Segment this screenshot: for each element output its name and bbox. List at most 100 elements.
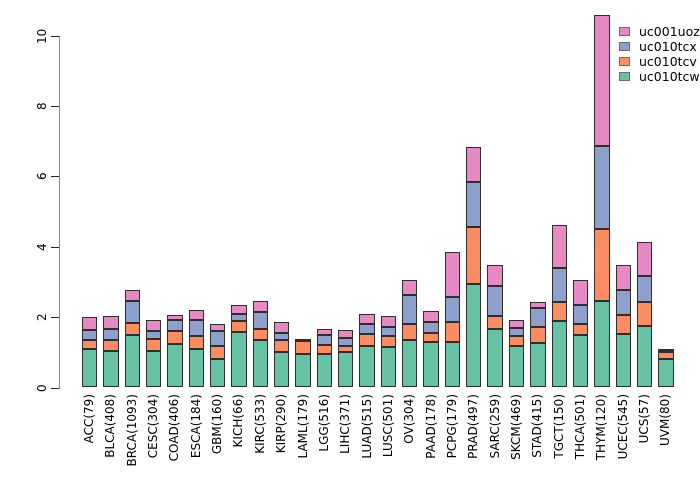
bar-segment-uc010tcw bbox=[487, 328, 503, 388]
bar-segment-uc010tcx bbox=[188, 319, 204, 337]
x-axis-label: CESC(304) bbox=[146, 394, 161, 459]
y-axis-tick-label: 4 bbox=[35, 242, 49, 251]
bar-segment-uc001uoz bbox=[103, 316, 119, 330]
bar-segment-uc010tcv bbox=[316, 344, 333, 354]
x-axis-label: KICH(66) bbox=[231, 394, 246, 448]
bar-segment-uc010tcv bbox=[466, 227, 482, 284]
bar-segment-uc001uoz bbox=[231, 304, 247, 314]
bar-segment-uc010tcx bbox=[466, 181, 482, 228]
bar-segment-uc001uoz bbox=[551, 224, 567, 269]
legend-item: uc001uoz bbox=[619, 24, 700, 39]
bar-segment-uc001uoz bbox=[209, 324, 226, 332]
legend-item: uc010tcw bbox=[619, 69, 700, 84]
legend-swatch-icon bbox=[619, 72, 630, 81]
bar-segment-uc010tcx bbox=[359, 323, 375, 334]
legend: uc001uoz uc010tcx uc010tcv uc010tcw bbox=[619, 24, 700, 84]
bar-segment-uc010tcw bbox=[167, 343, 183, 388]
bar-segment-uc001uoz bbox=[444, 252, 461, 298]
bar-segment-uc010tcx bbox=[487, 286, 503, 317]
bar-segment-uc001uoz bbox=[252, 300, 268, 313]
x-axis-label: LUSC(501) bbox=[380, 394, 395, 458]
bar-segment-uc010tcx bbox=[508, 328, 525, 337]
bar-segment-uc001uoz bbox=[145, 319, 162, 332]
x-axis-label: UVM(80) bbox=[658, 394, 673, 446]
bar-segment-uc010tcv bbox=[636, 302, 653, 326]
bar-segment-uc010tcx bbox=[594, 146, 610, 230]
bar-segment-uc010tcv bbox=[380, 336, 397, 347]
legend-swatch-icon bbox=[619, 27, 630, 36]
x-axis-label: OV(304) bbox=[402, 394, 417, 444]
y-axis-tick bbox=[51, 317, 59, 319]
bar-segment-uc010tcx bbox=[530, 307, 546, 328]
bar-segment-uc010tcv bbox=[188, 336, 204, 349]
bar-segment-uc001uoz bbox=[295, 338, 311, 341]
bar-segment-uc001uoz bbox=[167, 314, 183, 320]
bar-segment-uc010tcx bbox=[444, 297, 461, 323]
bar-segment-uc001uoz bbox=[359, 313, 375, 324]
bar-segment-uc001uoz bbox=[273, 322, 290, 333]
bar-segment-uc010tcv bbox=[444, 322, 461, 343]
bar-segment-uc001uoz bbox=[466, 147, 482, 182]
bar-segment-uc010tcv bbox=[551, 301, 567, 321]
bar-segment-uc010tcx bbox=[551, 268, 567, 302]
x-axis-label: LIHC(371) bbox=[338, 394, 353, 454]
bar-segment-uc010tcw bbox=[273, 352, 290, 388]
bar-segment-uc010tcv bbox=[103, 340, 119, 352]
bar-segment-uc010tcv bbox=[359, 333, 375, 347]
x-axis-label: COAD(406) bbox=[167, 394, 182, 462]
legend-label: uc001uoz bbox=[639, 24, 700, 39]
bar-segment-uc010tcv bbox=[81, 339, 98, 349]
bar-segment-uc010tcx bbox=[145, 331, 162, 339]
bar-segment-uc001uoz bbox=[530, 301, 546, 308]
bar-segment-uc010tcw bbox=[295, 354, 311, 388]
bar-segment-uc010tcv bbox=[231, 320, 247, 332]
bar-segment-uc010tcv bbox=[167, 331, 183, 344]
bar-segment-uc010tcw bbox=[444, 342, 461, 388]
bar-segment-uc001uoz bbox=[338, 330, 354, 338]
y-axis-tick-label: 0 bbox=[35, 383, 49, 392]
bar-segment-uc010tcx bbox=[423, 322, 439, 333]
x-axis-label: PCPG(179) bbox=[444, 394, 459, 459]
bar-segment-uc010tcx bbox=[81, 330, 98, 340]
bar-segment-uc010tcv bbox=[530, 327, 546, 343]
bar-segment-uc001uoz bbox=[380, 315, 397, 327]
bar-segment-uc010tcv bbox=[273, 340, 290, 353]
bar-segment-uc010tcw bbox=[338, 352, 354, 388]
x-axis-label: ACC(79) bbox=[82, 394, 96, 444]
x-axis-label: LGG(516) bbox=[316, 394, 331, 452]
bar-segment-uc001uoz bbox=[188, 309, 204, 320]
bar-segment-uc001uoz bbox=[423, 310, 439, 323]
bar-segment-uc010tcw bbox=[423, 341, 439, 388]
x-axis-label: LUAD(515) bbox=[359, 394, 374, 459]
x-axis-label: TGCT(150) bbox=[551, 394, 566, 459]
bar-segment-uc010tcx bbox=[615, 289, 631, 315]
bar-segment-uc010tcx bbox=[252, 312, 268, 330]
bar-segment-uc010tcw bbox=[636, 325, 653, 388]
bar-segment-uc010tcw bbox=[508, 345, 525, 388]
bar-segment-uc010tcv bbox=[338, 346, 354, 353]
bar-segment-uc010tcw bbox=[380, 347, 397, 388]
x-axis-label: THCA(501) bbox=[573, 394, 588, 460]
bar-segment-uc010tcv bbox=[594, 229, 610, 302]
bar-segment-uc001uoz bbox=[124, 290, 140, 301]
bar-segment-uc010tcv bbox=[658, 351, 674, 359]
x-axis-label: KIRC(533) bbox=[252, 394, 267, 454]
x-axis-label: UCEC(545) bbox=[615, 394, 630, 460]
bar-segment-uc010tcx bbox=[338, 337, 354, 347]
bar-segment-uc001uoz bbox=[316, 329, 333, 336]
bar-segment-uc010tcw bbox=[316, 353, 333, 388]
x-axis-label: BLCA(408) bbox=[103, 394, 118, 458]
bar-segment-uc010tcw bbox=[359, 346, 375, 388]
bar-segment-uc010tcw bbox=[103, 351, 119, 388]
bar-segment-uc010tcv bbox=[508, 336, 525, 346]
bar-segment-uc010tcv bbox=[423, 332, 439, 342]
bar-segment-uc010tcx bbox=[209, 331, 226, 347]
bar-segment-uc010tcw bbox=[402, 339, 418, 388]
x-axis-label: STAD(415) bbox=[530, 394, 545, 458]
bar-segment-uc010tcv bbox=[572, 324, 589, 336]
bar-segment-uc010tcw bbox=[188, 348, 204, 388]
bar-segment-uc010tcx bbox=[380, 326, 397, 337]
legend-swatch-icon bbox=[619, 42, 630, 51]
x-axis-label: KIRP(290) bbox=[274, 394, 289, 454]
